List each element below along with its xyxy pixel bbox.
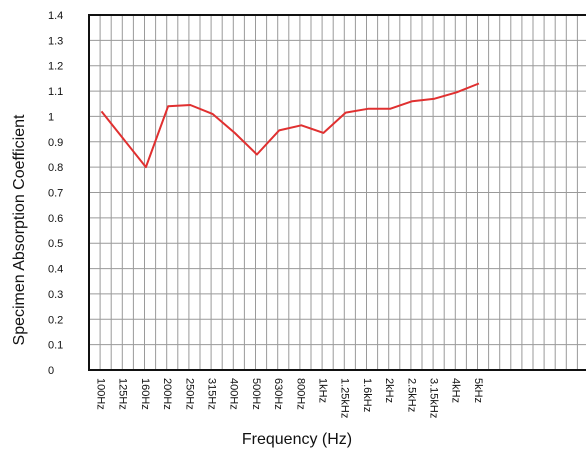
y-tick-label: 0.8 xyxy=(48,162,63,174)
y-tick-label: 1.1 xyxy=(48,86,63,98)
y-tick-label: 0.1 xyxy=(48,340,63,352)
x-tick-label: 1.6kHz xyxy=(361,378,373,412)
y-tick-label: 0 xyxy=(48,365,54,377)
y-axis-title: Specimen Absorption Coefficient xyxy=(11,114,28,346)
x-tick-label: 250Hz xyxy=(183,378,195,410)
series-layer xyxy=(100,82,480,169)
series-line xyxy=(100,82,480,169)
y-tick-label: 1 xyxy=(48,111,54,123)
plot-frame xyxy=(88,14,586,371)
y-tick-label: 0.3 xyxy=(48,289,63,301)
y-tick-label: 0.4 xyxy=(48,264,63,276)
x-tick-label: 630Hz xyxy=(272,378,284,410)
x-tick-label: 5kHz xyxy=(472,378,484,403)
y-tick-labels: 0 0.1 0.2 0.3 0.4 0.5 0.6 0.7 0.8 0.9 1 1.1 1.2 1.3 1.… xyxy=(48,10,63,377)
x-tick-label: 800Hz xyxy=(294,378,306,410)
y-tick-label: 0.2 xyxy=(48,314,63,326)
x-tick-label: 4kHz xyxy=(450,378,462,403)
x-tick-label: 315Hz xyxy=(206,378,218,410)
y-tick-label: 0.6 xyxy=(48,213,63,225)
x-tick-label: 2kHz xyxy=(383,378,395,403)
y-tick-label: 1.3 xyxy=(48,35,63,47)
x-tick-label: 500Hz xyxy=(250,378,262,410)
x-tick-label: 2.5kHz xyxy=(405,378,417,412)
x-tick-label: 100Hz xyxy=(95,378,107,410)
y-tick-label: 1.4 xyxy=(48,10,63,22)
y-tick-label: 0.7 xyxy=(48,188,63,200)
x-axis-title: Frequency (Hz) xyxy=(242,431,352,448)
x-tick-labels: 100Hz 125Hz 160Hz 200Hz 250Hz 315Hz 400Hz 500Hz… xyxy=(95,378,484,418)
grid xyxy=(89,14,586,371)
x-tick-label: 400Hz xyxy=(228,378,240,410)
x-tick-label: 160Hz xyxy=(139,378,151,410)
x-tick-label: 1kHz xyxy=(317,378,329,403)
x-tick-label: 1.25kHz xyxy=(339,378,351,418)
x-tick-label: 125Hz xyxy=(117,378,129,410)
y-tick-label: 1.2 xyxy=(48,61,63,73)
y-tick-label: 0.5 xyxy=(48,238,63,250)
x-tick-label: 200Hz xyxy=(161,378,173,410)
y-tick-label: 0.9 xyxy=(48,137,63,149)
x-tick-label: 3.15kHz xyxy=(428,378,440,418)
